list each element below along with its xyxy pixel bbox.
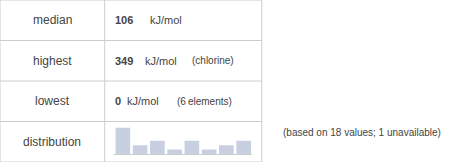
svg-text:0: 0 <box>115 95 121 107</box>
svg-text:349: 349 <box>115 55 133 67</box>
svg-text:lowest: lowest <box>35 94 70 108</box>
svg-text:distribution: distribution <box>23 135 81 149</box>
svg-text:106: 106 <box>115 14 133 26</box>
svg-text:kJ/mol: kJ/mol <box>150 14 182 26</box>
svg-text:highest: highest <box>33 54 72 68</box>
svg-text:(6 elements): (6 elements) <box>177 96 232 107</box>
svg-text:median: median <box>33 13 72 27</box>
svg-text:kJ/mol: kJ/mol <box>145 55 177 67</box>
svg-text:kJ/mol: kJ/mol <box>127 95 159 107</box>
svg-text:(chlorine): (chlorine) <box>192 55 234 66</box>
svg-text:(based on 18 values; 1 unavail: (based on 18 values; 1 unavailable) <box>283 127 441 138</box>
